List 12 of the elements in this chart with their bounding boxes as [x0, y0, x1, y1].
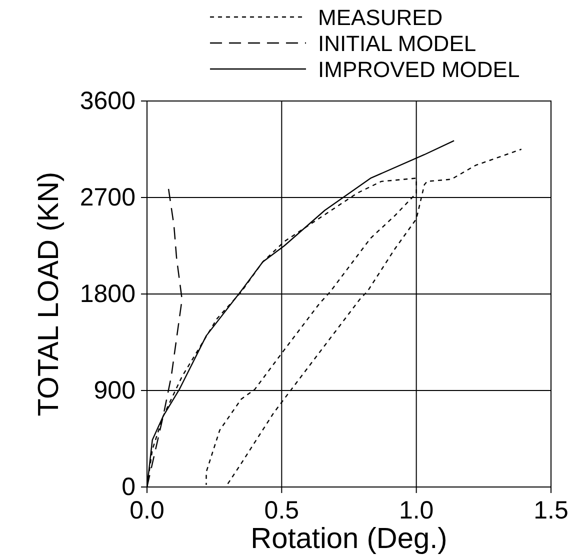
- y-tick-label: 1800: [80, 280, 136, 308]
- y-tick-label: 3600: [80, 87, 136, 115]
- y-tick-label: 900: [94, 376, 136, 404]
- y-tick-label: 2700: [80, 184, 136, 212]
- legend-label: IMPROVED MODEL: [318, 57, 520, 82]
- y-axis-title: TOTAL LOAD (KN): [33, 172, 65, 416]
- legend-label: MEASURED: [318, 5, 443, 30]
- x-axis-title: Rotation (Deg.): [250, 523, 448, 555]
- legend-label: INITIAL MODEL: [318, 31, 476, 56]
- x-tick-label: 0.5: [264, 496, 300, 524]
- x-tick-label: 1.5: [534, 496, 568, 524]
- x-tick-label: 1.0: [398, 496, 434, 524]
